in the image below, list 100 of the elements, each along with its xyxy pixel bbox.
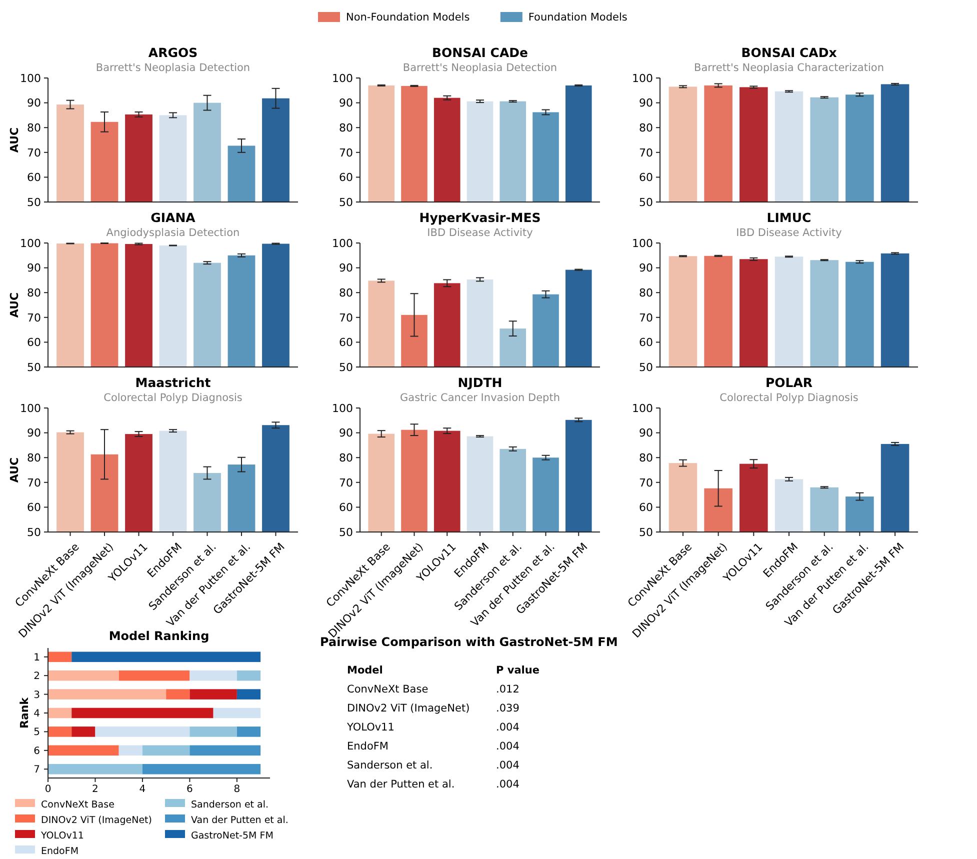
text: .039 [496,702,520,715]
x-tick-label: 6 [186,784,193,795]
y-tick-label: 5 [34,727,40,738]
bar [48,726,72,737]
legend-label: DINOv2 ViT (ImageNet) [41,814,152,826]
y-tick-label: 70 [339,311,353,324]
y-tick-label: 60 [639,501,653,514]
chart-title: Maastricht [135,375,211,390]
y-tick-label: 80 [339,286,353,300]
y-axis-title: AUC [8,127,21,153]
chart-subtitle: IBD Disease Activity [427,227,533,239]
text: .004 [496,778,520,791]
y-tick-label: 100 [20,236,41,250]
bar [236,689,261,700]
y-tick-label: 100 [632,72,653,85]
bar [190,689,237,700]
legend-label: Van der Putten et al. [191,814,288,826]
y-tick-label: 60 [27,336,41,350]
bar [190,726,237,737]
y-tick-label: 90 [27,96,41,110]
bar [72,726,96,737]
bar [48,652,72,662]
chart-subtitle: Gastric Cancer Invasion Depth [400,392,560,404]
chart-subtitle: Colorectal Polyp Diagnosis [104,392,242,404]
bar [118,670,190,681]
y-tick-label: 3 [34,690,40,701]
y-tick-label: 90 [27,262,41,275]
y-tick-label: 60 [27,501,41,514]
y-tick-label: 50 [639,196,653,209]
bar [48,708,72,718]
y-tick-label: 100 [332,236,353,250]
bar [118,745,142,756]
chart-title: POLAR [765,375,813,390]
chart-title: HyperKvasir-MES [419,210,541,225]
legend-label: Sanderson et al. [191,799,269,810]
x-tick-label: 8 [234,784,240,795]
text: Sanderson et al. [347,760,433,772]
y-tick-label: 7 [34,764,40,776]
y-tick-label: 60 [339,336,353,350]
y-tick-label: 1 [34,652,40,664]
y-tick-label: 90 [639,96,653,110]
x-tick-label: 4 [139,784,146,795]
y-tick-label: 80 [339,451,353,464]
bar [48,689,166,700]
chart-subtitle: Angiodysplasia Detection [106,227,240,239]
y-tick-label: 50 [27,196,41,209]
text: .012 [496,684,520,696]
y-tick-label: 80 [339,121,353,134]
y-tick-label: 70 [339,476,353,490]
y-tick-label: 80 [639,121,653,134]
y-tick-label: 70 [639,311,653,324]
y-axis-title: Rank [18,696,31,729]
y-tick-label: 90 [339,426,353,440]
bar [48,764,142,774]
bar [190,670,237,681]
text: Foundation Models [528,12,628,24]
y-tick-label: 70 [639,146,653,160]
y-tick-label: 60 [339,501,353,514]
bar [166,689,190,700]
y-tick-label: 50 [639,526,653,539]
text: P value [496,664,540,677]
bar [72,652,261,662]
y-tick-label: 100 [332,402,353,415]
y-tick-label: 80 [27,286,41,300]
x-tick-label: 0 [44,784,52,795]
y-tick-label: 50 [339,360,353,374]
x-tick-label: 2 [92,784,98,795]
y-tick-label: 80 [639,286,653,300]
y-tick-label: 6 [34,746,40,757]
bar [72,708,214,718]
bar [48,670,119,681]
y-tick-label: 90 [639,262,653,275]
y-tick-label: 2 [34,671,40,682]
bar [236,670,261,681]
y-tick-label: 90 [339,96,353,110]
bar [95,726,190,737]
chart-title: BONSAI CADx [741,45,837,60]
y-tick-label: 100 [632,236,653,250]
text: EndoFM [347,740,388,753]
bar [48,745,119,756]
y-tick-label: 80 [639,451,653,464]
text: .004 [496,740,520,753]
y-tick-label: 100 [20,72,41,85]
legend-label: EndoFM [41,846,79,857]
legend-label: YOLOv11 [40,830,84,842]
bar [142,745,190,756]
chart-title: Model Ranking [108,629,210,643]
y-tick-label: 70 [339,146,353,160]
text: Non-Foundation Models [346,12,470,24]
chart-title: BONSAI CADe [432,45,528,60]
y-tick-label: 70 [639,476,653,490]
y-tick-label: 50 [27,360,41,374]
y-tick-label: 50 [339,526,353,539]
text: Model [347,664,383,677]
y-tick-label: 60 [27,171,41,184]
text: .004 [496,760,520,772]
chart-subtitle: IBD Disease Activity [736,227,842,239]
y-tick-label: 4 [34,708,40,720]
y-tick-label: 50 [27,526,41,539]
text: ConvNeXt Base [347,684,428,696]
